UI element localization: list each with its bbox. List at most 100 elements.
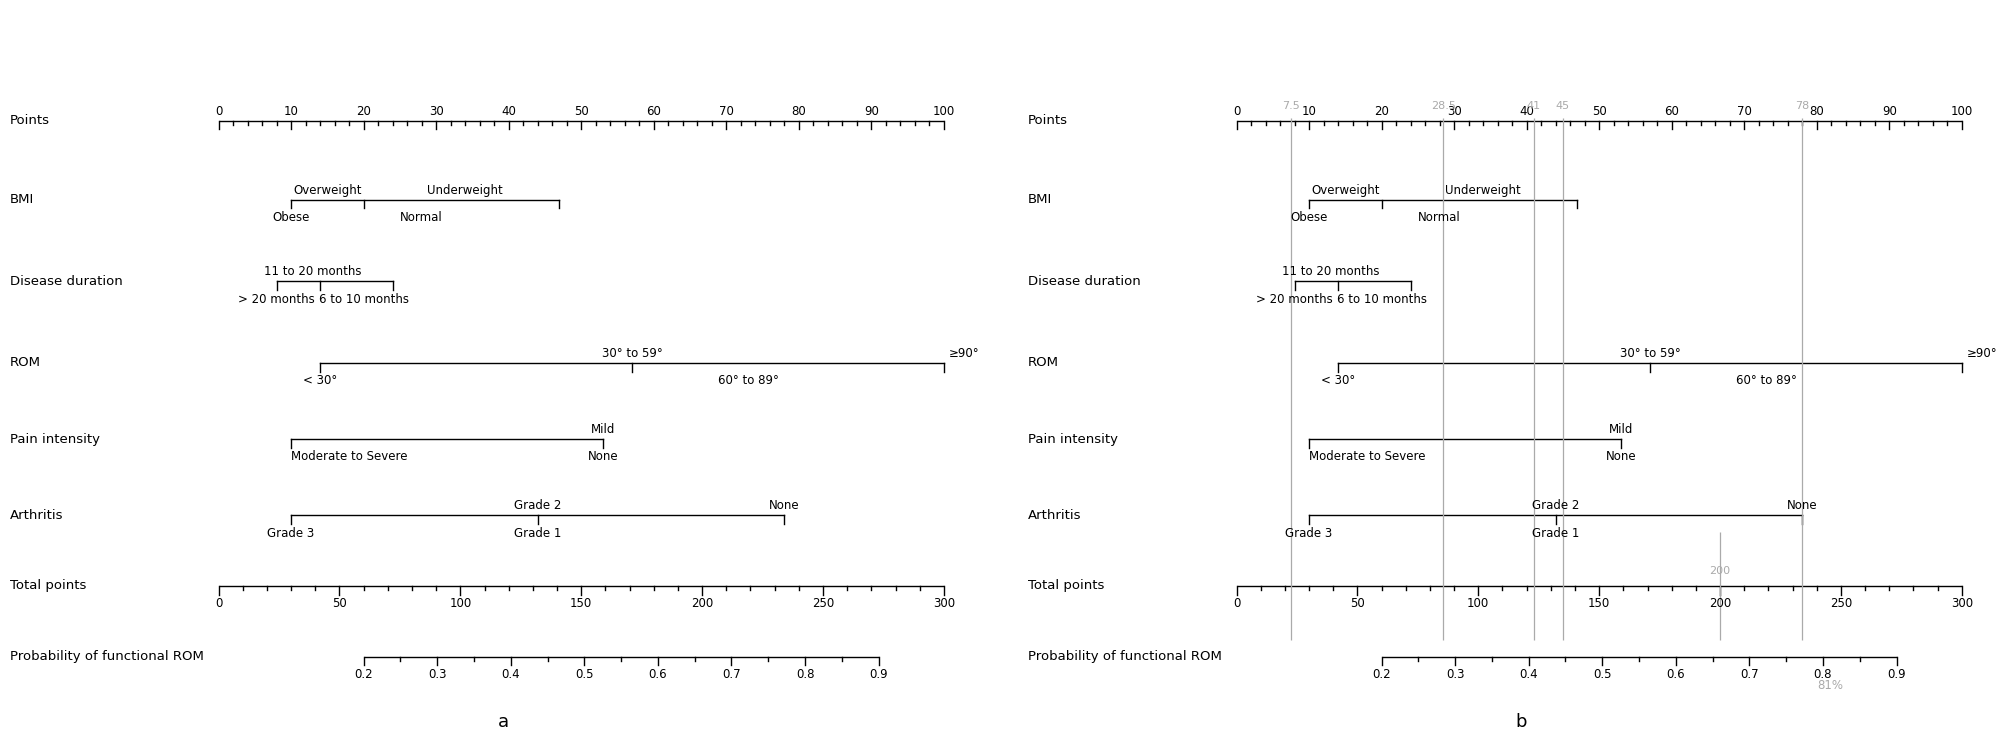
Text: 45: 45 <box>1555 101 1571 111</box>
Text: None: None <box>1786 499 1818 513</box>
Text: Pain intensity: Pain intensity <box>1028 433 1118 445</box>
Text: 0.8: 0.8 <box>796 668 814 681</box>
Text: b: b <box>1515 713 1527 731</box>
Text: Moderate to Severe: Moderate to Severe <box>291 450 407 464</box>
Text: Underweight: Underweight <box>1445 184 1521 197</box>
Text: Disease duration: Disease duration <box>1028 275 1140 288</box>
Text: ROM: ROM <box>1028 356 1060 370</box>
Text: 300: 300 <box>932 597 954 611</box>
Text: 81%: 81% <box>1816 679 1844 692</box>
Text: 0.9: 0.9 <box>870 668 888 681</box>
Text: 100: 100 <box>449 597 471 611</box>
Text: Grade 2: Grade 2 <box>1533 499 1579 513</box>
Text: 0.2: 0.2 <box>1373 668 1391 681</box>
Text: Total points: Total points <box>1028 580 1104 592</box>
Text: 0.3: 0.3 <box>1445 668 1465 681</box>
Text: 30° to 59°: 30° to 59° <box>601 347 663 360</box>
Text: Grade 3: Grade 3 <box>1285 527 1333 539</box>
Text: 70: 70 <box>1737 105 1752 118</box>
Text: 200: 200 <box>691 597 713 611</box>
Text: None: None <box>587 450 619 464</box>
Text: 0.7: 0.7 <box>723 668 741 681</box>
Text: None: None <box>1605 450 1637 464</box>
Text: 78: 78 <box>1794 101 1810 111</box>
Text: 200: 200 <box>1709 566 1731 576</box>
Text: BMI: BMI <box>10 193 34 206</box>
Text: ROM: ROM <box>10 356 42 370</box>
Text: 10: 10 <box>283 105 299 118</box>
Text: 7.5: 7.5 <box>1281 101 1299 111</box>
Text: 200: 200 <box>1709 597 1731 611</box>
Text: 150: 150 <box>1589 597 1611 611</box>
Text: Total points: Total points <box>10 580 86 592</box>
Text: 90: 90 <box>864 105 878 118</box>
Text: Points: Points <box>10 114 50 127</box>
Text: Grade 1: Grade 1 <box>1533 527 1579 539</box>
Text: 30° to 59°: 30° to 59° <box>1619 347 1681 360</box>
Text: < 30°: < 30° <box>303 374 337 387</box>
Text: 0.6: 0.6 <box>1667 668 1685 681</box>
Text: 100: 100 <box>932 105 954 118</box>
Text: 0: 0 <box>1234 105 1240 118</box>
Text: Grade 1: Grade 1 <box>515 527 561 539</box>
Text: Normal: Normal <box>1419 211 1461 224</box>
Text: Overweight: Overweight <box>293 184 361 197</box>
Text: Moderate to Severe: Moderate to Severe <box>1309 450 1425 464</box>
Text: 100: 100 <box>1467 597 1489 611</box>
Text: 0.5: 0.5 <box>1593 668 1611 681</box>
Text: 30: 30 <box>429 105 443 118</box>
Text: 0.7: 0.7 <box>1741 668 1758 681</box>
Text: None: None <box>768 499 800 513</box>
Text: Pain intensity: Pain intensity <box>10 433 100 445</box>
Text: 0: 0 <box>216 597 222 611</box>
Text: Mild: Mild <box>1609 423 1633 436</box>
Text: > 20 months: > 20 months <box>238 292 315 306</box>
Text: 6 to 10 months: 6 to 10 months <box>319 292 409 306</box>
Text: 0.2: 0.2 <box>355 668 373 681</box>
Text: 100: 100 <box>1950 105 1972 118</box>
Text: Points: Points <box>1028 114 1068 127</box>
Text: Arthritis: Arthritis <box>10 509 64 522</box>
Text: 50: 50 <box>573 105 589 118</box>
Text: Normal: Normal <box>401 211 443 224</box>
Text: Overweight: Overweight <box>1311 184 1379 197</box>
Text: 0.4: 0.4 <box>1519 668 1539 681</box>
Text: 80: 80 <box>792 105 806 118</box>
Text: 41: 41 <box>1527 101 1541 111</box>
Text: < 30°: < 30° <box>1321 374 1355 387</box>
Text: ≥90°: ≥90° <box>1966 347 1996 360</box>
Text: 150: 150 <box>571 597 593 611</box>
Text: 20: 20 <box>1373 105 1389 118</box>
Text: 300: 300 <box>1950 597 1972 611</box>
Text: 0: 0 <box>1234 597 1240 611</box>
Text: Arthritis: Arthritis <box>1028 509 1082 522</box>
Text: 60: 60 <box>647 105 661 118</box>
Text: Underweight: Underweight <box>427 184 503 197</box>
Text: BMI: BMI <box>1028 193 1052 206</box>
Text: 70: 70 <box>719 105 735 118</box>
Text: Disease duration: Disease duration <box>10 275 122 288</box>
Text: Mild: Mild <box>591 423 615 436</box>
Text: Obese: Obese <box>271 211 309 224</box>
Text: 30: 30 <box>1447 105 1461 118</box>
Text: Probability of functional ROM: Probability of functional ROM <box>1028 650 1222 663</box>
Text: 11 to 20 months: 11 to 20 months <box>1281 266 1379 278</box>
Text: 0.9: 0.9 <box>1888 668 1906 681</box>
Text: 11 to 20 months: 11 to 20 months <box>263 266 361 278</box>
Text: Probability of functional ROM: Probability of functional ROM <box>10 650 204 663</box>
Text: > 20 months: > 20 months <box>1255 292 1333 306</box>
Text: 60° to 89°: 60° to 89° <box>1737 374 1796 387</box>
Text: ≥90°: ≥90° <box>948 347 980 360</box>
Text: 0.5: 0.5 <box>575 668 593 681</box>
Text: 0.4: 0.4 <box>501 668 521 681</box>
Text: 40: 40 <box>1519 105 1535 118</box>
Text: Grade 2: Grade 2 <box>515 499 561 513</box>
Text: 50: 50 <box>331 597 347 611</box>
Text: Obese: Obese <box>1289 211 1327 224</box>
Text: 0.6: 0.6 <box>649 668 667 681</box>
Text: 50: 50 <box>1349 597 1365 611</box>
Text: 0.8: 0.8 <box>1814 668 1832 681</box>
Text: Grade 3: Grade 3 <box>267 527 315 539</box>
Text: 250: 250 <box>812 597 834 611</box>
Text: 6 to 10 months: 6 to 10 months <box>1337 292 1427 306</box>
